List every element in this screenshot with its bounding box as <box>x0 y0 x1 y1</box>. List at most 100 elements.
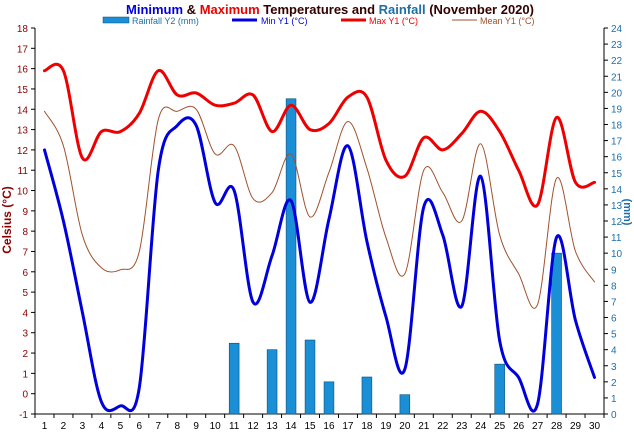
left-tick-label: 18 <box>17 24 29 35</box>
left-tick-label: 5 <box>22 288 28 299</box>
rainfall-bar <box>399 394 411 415</box>
x-tick-label: 27 <box>532 421 544 432</box>
plot-frame <box>34 28 605 415</box>
left-tick-label: 12 <box>17 146 29 157</box>
x-tick-label: 11 <box>229 421 240 432</box>
left-axis-title: Celsius (°C) <box>0 186 14 253</box>
x-tick-label: 2 <box>61 421 67 432</box>
right-tick-label: 16 <box>611 153 623 164</box>
x-tick-label: 9 <box>193 421 199 432</box>
min-temperature-line <box>43 116 596 413</box>
title-amp: & <box>183 2 200 17</box>
title-minimum: Minimum <box>126 2 183 17</box>
rainfall-bar <box>361 376 373 415</box>
left-tick-label: 8 <box>22 227 28 238</box>
rainfall-bars <box>228 98 562 415</box>
left-tick-label: 11 <box>18 166 29 177</box>
x-tick-label: 23 <box>456 421 468 432</box>
legend-max-label: Max Y1 (°C) <box>369 16 418 26</box>
right-tick-label: 10 <box>611 249 623 260</box>
x-tick-label: 12 <box>248 421 260 432</box>
x-tick-label: 14 <box>285 421 297 432</box>
legend-min-label: Min Y1 (°C) <box>261 16 307 26</box>
x-tick-label: 21 <box>418 421 430 432</box>
left-tick-label: 0 <box>22 390 28 401</box>
left-tick-label: 17 <box>17 44 29 55</box>
x-tick-label: 22 <box>437 421 449 432</box>
left-tick-label: 4 <box>22 308 28 319</box>
right-tick-label: 19 <box>611 104 623 115</box>
left-tick-label: 1 <box>22 369 28 380</box>
title-maximum: Maximum <box>200 2 260 17</box>
x-tick-label: 15 <box>304 421 316 432</box>
right-tick-label: 6 <box>611 314 617 325</box>
right-tick-label: 12 <box>611 217 623 228</box>
title-rainfall: Rainfall <box>379 2 426 17</box>
right-tick-label: 22 <box>611 56 623 67</box>
right-tick-label: 4 <box>611 346 617 357</box>
left-tick-label: 3 <box>22 329 28 340</box>
right-tick-label: 17 <box>611 137 623 148</box>
title-month: (November 2020) <box>426 2 534 17</box>
rainfall-bar <box>494 363 505 415</box>
legend: Rainfall Y2 (mm) Min Y1 (°C) Max Y1 (°C)… <box>102 16 534 26</box>
legend-rain-swatch <box>102 16 130 24</box>
rainfall-bar <box>228 342 240 415</box>
right-tick-label: 5 <box>611 330 617 341</box>
right-tick-label: 7 <box>611 297 617 308</box>
x-tick-label: 16 <box>323 421 335 432</box>
right-tick-label: 1 <box>611 394 617 405</box>
rainfall-bar <box>285 98 297 415</box>
x-tick-label: 18 <box>361 421 373 432</box>
right-tick-label: 11 <box>611 233 622 244</box>
x-tick-label: 3 <box>80 421 86 432</box>
rainfall-bar <box>266 349 278 415</box>
left-tick-label: -1 <box>19 410 28 421</box>
right-tick-label: 8 <box>611 281 617 292</box>
left-tick-label: 9 <box>22 207 28 218</box>
x-tick-label: 5 <box>118 421 124 432</box>
left-tick-label: 15 <box>17 85 29 96</box>
right-tick-label: 15 <box>611 169 623 180</box>
right-axis-title: (mm) <box>621 199 633 226</box>
mean-temperature-line <box>44 105 595 309</box>
x-tick-label: 28 <box>551 421 563 432</box>
left-tick-label: 6 <box>22 268 28 279</box>
right-tick-label: 14 <box>611 185 623 196</box>
x-tick-label: 30 <box>589 421 601 432</box>
right-tick-label: 13 <box>611 201 623 212</box>
right-tick-label: 24 <box>611 24 623 35</box>
left-tick-label: 2 <box>22 349 28 360</box>
right-tick-label: 9 <box>611 265 617 276</box>
x-tick-label: 4 <box>99 421 105 432</box>
left-tick-label: 10 <box>17 187 29 198</box>
legend-rain-label: Rainfall Y2 (mm) <box>132 16 199 26</box>
right-tick-label: 20 <box>611 88 623 99</box>
left-tick-label: 7 <box>22 247 28 258</box>
x-tick-label: 24 <box>475 421 487 432</box>
x-tick-label: 26 <box>513 421 525 432</box>
x-tick-label: 10 <box>210 421 222 432</box>
right-tick-label: 0 <box>611 410 617 421</box>
x-tick-label: 1 <box>42 421 48 432</box>
rainfall-bar <box>323 381 335 415</box>
x-tick-label: 7 <box>156 421 162 432</box>
right-tick-label: 3 <box>611 362 617 373</box>
x-tick-label: 17 <box>342 421 354 432</box>
left-tick-label: 14 <box>17 105 29 116</box>
x-tick-label: 20 <box>399 421 411 432</box>
x-tick-label: 8 <box>174 421 180 432</box>
chart-title: Minimum & Maximum Temperatures and Rainf… <box>126 2 534 17</box>
right-tick-label: 18 <box>611 121 623 132</box>
rainfall-bar <box>304 339 316 415</box>
right-tick-label: 2 <box>611 378 617 389</box>
x-axis-ticks: 1 2 3 4 5 6 7 8 9 10 11 12 13 14 15 16 17 18 19 20 21 22 23 24 2… <box>34 414 605 432</box>
max-temperature-line <box>43 62 596 208</box>
right-tick-label: 21 <box>611 72 623 83</box>
right-tick-label: 23 <box>611 40 623 51</box>
x-tick-label: 6 <box>137 421 143 432</box>
x-tick-label: 19 <box>380 421 392 432</box>
